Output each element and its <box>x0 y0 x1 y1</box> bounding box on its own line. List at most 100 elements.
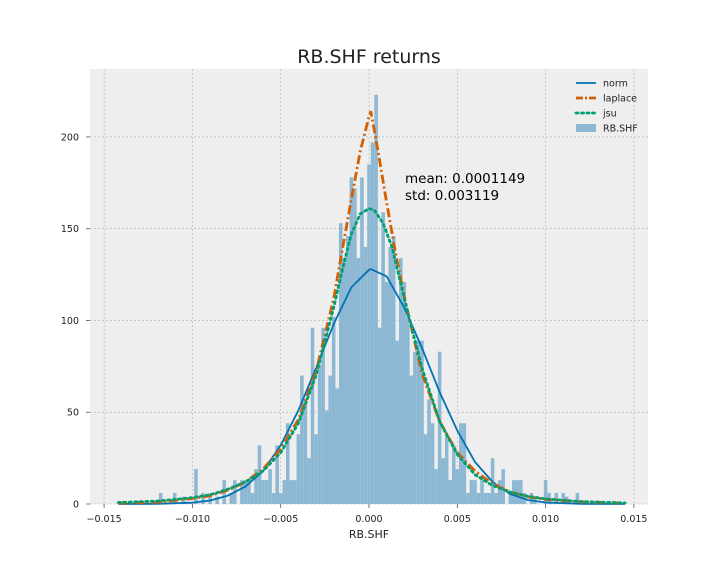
histogram-bar <box>342 258 347 504</box>
histogram-bar <box>158 492 163 504</box>
x-axis-label: RB.SHF <box>349 528 389 541</box>
histogram-bar <box>303 399 308 504</box>
histogram-bar <box>353 188 357 504</box>
histogram-bar <box>409 375 414 504</box>
histogram-bar <box>455 469 460 504</box>
histogram-bar <box>494 492 498 504</box>
histogram-bar <box>370 142 375 504</box>
distribution-lines <box>116 110 627 505</box>
histogram-bar <box>264 480 269 504</box>
histogram-bar <box>247 480 251 504</box>
histogram-bar <box>275 445 279 504</box>
histogram-bar <box>391 236 396 504</box>
histogram-bar <box>296 434 301 504</box>
histogram-bar <box>317 364 322 504</box>
histogram-bar <box>338 223 343 504</box>
histogram-bar <box>254 469 258 504</box>
legend-swatch-histogram <box>576 124 596 132</box>
y-tick-label: 100 <box>61 316 79 327</box>
histogram-bar <box>229 492 234 504</box>
mean-annotation: mean: 0.0001149 <box>405 171 525 187</box>
histogram-bar <box>406 316 410 504</box>
x-tick-label: 0.005 <box>444 514 471 525</box>
histogram-bar <box>543 480 548 504</box>
std-annotation: std: 0.003119 <box>405 188 499 204</box>
histogram-bar <box>480 480 484 504</box>
histogram-bar <box>208 492 212 504</box>
histogram-bar <box>300 375 304 504</box>
x-tick-label: 0.015 <box>620 514 647 525</box>
histogram-bar <box>268 469 272 504</box>
histogram-bar <box>194 469 198 504</box>
legend-label-histogram: RB.SHF <box>603 124 638 135</box>
histogram-bar <box>349 177 354 504</box>
histogram-bar <box>575 492 580 504</box>
histogram-bar <box>328 375 332 504</box>
x-tick-label: 0.010 <box>532 514 559 525</box>
histogram-bar <box>423 434 428 504</box>
histogram-bar <box>278 492 283 504</box>
histogram-bar <box>310 327 315 504</box>
histogram-bar <box>508 492 513 504</box>
histogram-bar <box>384 281 389 504</box>
histogram-bar <box>515 480 520 504</box>
x-axis: −0.015 −0.010 −0.005 0.000 0.005 0.010 0.015 <box>87 504 647 525</box>
histogram-bar <box>483 492 488 504</box>
histogram-bar <box>331 316 336 504</box>
legend-label-laplace: laplace <box>603 94 637 105</box>
histogram-bar <box>416 340 421 504</box>
histogram-bar <box>321 327 325 504</box>
histogram-bar <box>434 469 438 504</box>
histogram-bar <box>201 492 205 504</box>
histogram-bar <box>314 434 318 504</box>
histogram-bar <box>469 480 474 504</box>
histogram-bar <box>451 445 456 504</box>
x-tick-label: −0.005 <box>263 514 298 525</box>
histogram-bar <box>395 340 400 504</box>
histogram-bar <box>346 236 350 504</box>
histogram-bar <box>307 458 311 504</box>
histogram-bar <box>459 423 463 504</box>
y-tick-label: 200 <box>61 132 79 143</box>
y-tick-label: 0 <box>73 500 79 511</box>
y-tick-label: 150 <box>61 224 79 235</box>
histogram-bar <box>466 492 470 504</box>
histogram-bar <box>374 94 378 505</box>
histogram-bar <box>473 480 477 504</box>
histogram-bar <box>282 480 287 504</box>
legend-label-norm: norm <box>603 79 628 90</box>
histogram-bar <box>293 480 297 504</box>
histogram-bar <box>243 480 248 504</box>
histogram-bar <box>388 247 392 505</box>
histogram-bar <box>250 492 255 504</box>
histogram-bar <box>402 281 407 504</box>
histogram-bar <box>286 423 290 504</box>
histogram-bar <box>240 480 244 504</box>
histogram-bars <box>158 94 580 505</box>
histogram-bar <box>437 351 442 504</box>
histogram-bar <box>448 480 452 504</box>
histogram-bar <box>399 258 403 504</box>
histogram-bar <box>363 247 368 505</box>
y-tick-label: 50 <box>67 408 79 419</box>
histogram-bar <box>427 399 431 504</box>
histogram-bar <box>381 212 385 504</box>
histogram-bar <box>487 492 491 504</box>
histogram-bar <box>335 388 339 504</box>
histogram-bar <box>181 496 186 504</box>
histogram-bar <box>271 492 276 504</box>
histogram-bar <box>413 351 417 504</box>
x-tick-label: −0.015 <box>87 514 122 525</box>
histogram-bar <box>261 480 265 504</box>
histogram-bar <box>324 410 329 504</box>
histogram-bar <box>561 492 566 504</box>
chart-title: RB.SHF returns <box>297 46 441 68</box>
histogram-bar <box>420 340 424 504</box>
histogram-bar <box>444 434 449 504</box>
histogram-bar <box>289 480 294 504</box>
histogram-bar <box>360 177 364 504</box>
histogram-bar <box>430 423 435 504</box>
histogram-bar <box>476 492 481 504</box>
y-axis: 0 50 100 150 200 <box>61 132 90 511</box>
